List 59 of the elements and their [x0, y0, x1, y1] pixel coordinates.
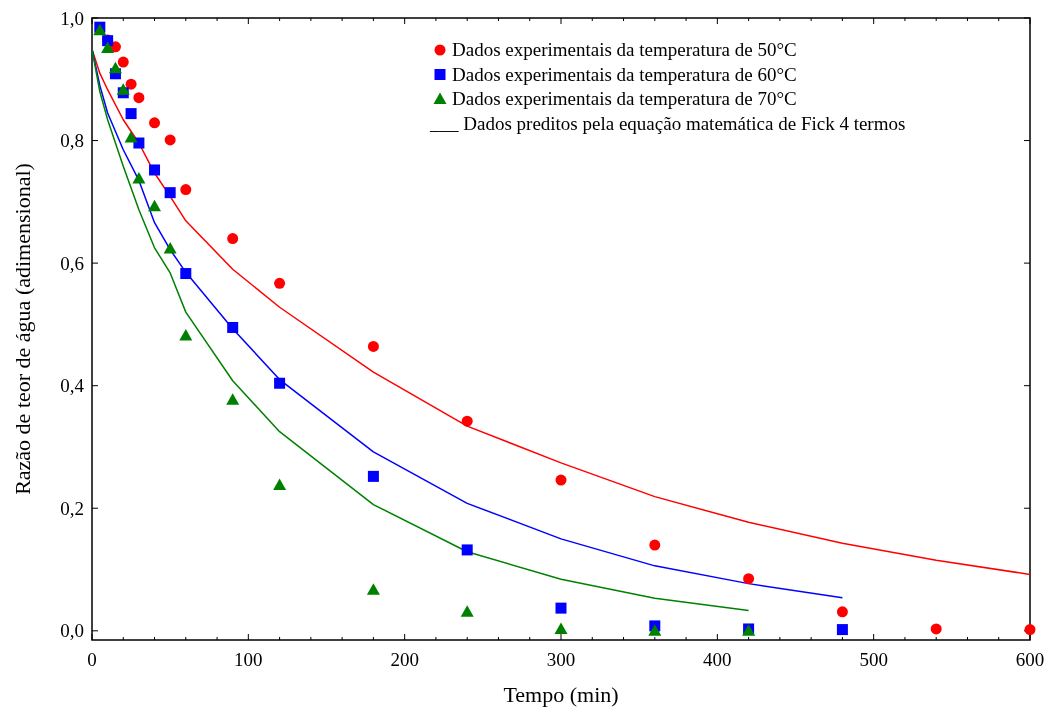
- point: [273, 478, 287, 490]
- y-tick-label: 0,0: [60, 620, 84, 642]
- point: [649, 539, 661, 551]
- annotation: ___ Dados preditos pela equação matemática de Fick 4 termos: [429, 112, 906, 134]
- x-tick-label: 100: [234, 649, 263, 670]
- x-tick-label: 0: [87, 649, 97, 670]
- y-tick-label: 1,0: [60, 7, 84, 29]
- x-tick-label: 400: [703, 649, 732, 670]
- point: [149, 117, 161, 129]
- point: [164, 134, 176, 146]
- point: [125, 78, 137, 90]
- point: [555, 602, 567, 614]
- legend-label: Dados experimentais da temperatura de 60°C: [452, 63, 797, 85]
- point: [117, 56, 129, 68]
- point: [133, 92, 145, 104]
- point: [149, 164, 161, 176]
- point: [227, 321, 239, 333]
- point: [274, 277, 286, 289]
- point: [180, 184, 192, 196]
- y-tick-label: 0,8: [60, 130, 84, 152]
- y-tick-label: 0,2: [60, 497, 84, 519]
- point: [836, 606, 848, 618]
- x-tick-label: 300: [546, 649, 576, 670]
- y-tick-label: 0,6: [60, 252, 84, 274]
- point: [148, 199, 162, 212]
- point: [180, 268, 192, 280]
- point: [116, 83, 130, 95]
- legend-label: Dados experimentais da temperatura de 70°C: [452, 88, 797, 109]
- x-tick-label: 200: [390, 649, 419, 670]
- point: [133, 137, 145, 149]
- x-tick-label: 500: [859, 649, 888, 670]
- point: [101, 41, 115, 54]
- point: [743, 573, 755, 585]
- point: [1024, 624, 1036, 636]
- point: [108, 61, 122, 74]
- point: [227, 233, 239, 245]
- x-axis-title: Tempo (min): [503, 682, 619, 707]
- legend-label: Dados experimentais da temperatura de 50°C: [452, 39, 797, 60]
- point: [648, 624, 662, 636]
- point: [461, 415, 473, 427]
- point: [163, 241, 177, 254]
- point: [164, 187, 176, 199]
- point: [132, 172, 146, 184]
- point: [226, 393, 240, 405]
- point: [125, 108, 137, 120]
- x-tick-label: 600: [1015, 649, 1045, 670]
- point: [461, 544, 473, 556]
- point: [836, 624, 848, 636]
- point: [274, 377, 286, 389]
- y-tick-label: 0,4: [60, 375, 85, 397]
- point: [554, 622, 568, 634]
- point: [367, 340, 379, 352]
- point: [366, 583, 380, 595]
- point: [460, 605, 474, 617]
- point: [179, 328, 193, 341]
- point: [555, 474, 567, 486]
- y-axis-title: Razão de teor de água (adimensional): [10, 163, 35, 495]
- point: [930, 623, 942, 635]
- point: [367, 470, 379, 482]
